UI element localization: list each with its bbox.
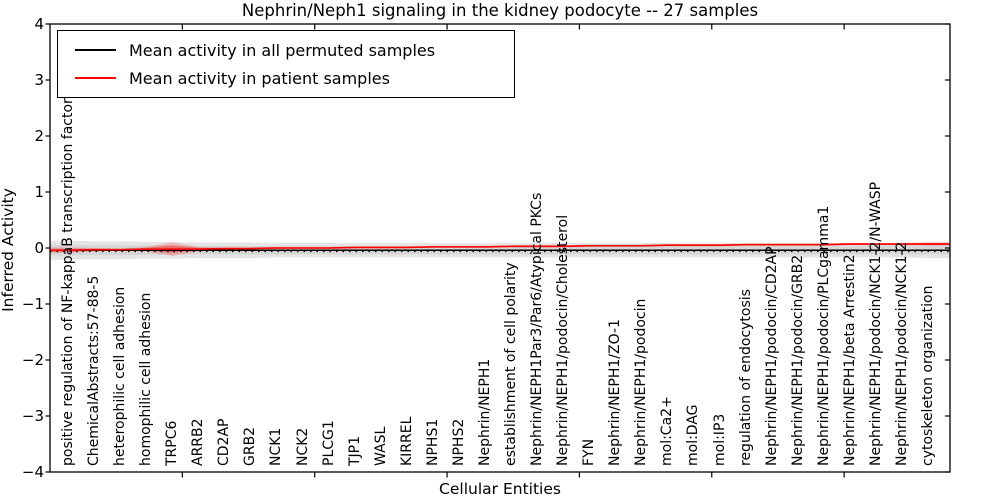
red-line-sample-icon xyxy=(75,77,116,79)
y-tick-label: 4 xyxy=(34,15,44,33)
x-category-label: Nephrin/NEPH1/ZO-1 xyxy=(607,319,624,466)
x-category-label: NCK2 xyxy=(294,427,311,466)
legend-item-patient: Mean activity in patient samples xyxy=(58,64,514,92)
x-category-label: Nephrin/NEPH1Par3/Par6/Atypical PKCs xyxy=(529,192,546,466)
x-category-label: Nephrin/NEPH1/podocin/NCK1-2/N-WASP xyxy=(867,181,884,466)
x-category-label: Nephrin/NEPH1/podocin xyxy=(633,298,650,466)
x-category-label: TRPC6 xyxy=(164,420,181,466)
x-category-label: regulation of endocytosis xyxy=(737,289,754,466)
x-category-label: mol:IP3 xyxy=(711,413,728,466)
x-category-label: WASL xyxy=(372,426,389,466)
x-category-label: heterophilic cell adhesion xyxy=(112,286,129,466)
x-category-label: mol:DAG xyxy=(685,404,702,466)
legend-label: Mean activity in all permuted samples xyxy=(129,40,436,60)
x-category-label: establishment of cell polarity xyxy=(503,262,520,466)
x-category-label: Nephrin/NEPH1/podocin/PLCgamma1 xyxy=(815,205,832,466)
x-category-label: NPHS2 xyxy=(450,418,467,466)
x-category-label: CD2AP xyxy=(216,418,233,466)
black-line-sample-icon xyxy=(75,49,116,51)
x-axis-label: Cellular Entities xyxy=(439,480,561,498)
x-category-label: positive regulation of NF-kappaB transcr… xyxy=(60,85,76,466)
legend: Mean activity in all permuted samples Me… xyxy=(57,30,515,98)
legend-label: Mean activity in patient samples xyxy=(129,68,390,88)
y-tick-label: −4 xyxy=(21,463,44,481)
x-category-label: ARRB2 xyxy=(190,418,207,466)
y-tick-label: 2 xyxy=(34,127,44,145)
y-tick-label: 3 xyxy=(34,71,44,89)
x-category-label: homophilic cell adhesion xyxy=(138,292,155,466)
x-category-label: NCK1 xyxy=(268,427,285,466)
x-category-label: TJP1 xyxy=(346,435,363,466)
x-category-label: KIRREL xyxy=(398,416,415,466)
x-category-label: Nephrin/NEPH1/podocin/CD2AP xyxy=(763,246,780,466)
x-category-label: Nephrin/NEPH1/beta Arrestin2 xyxy=(841,254,858,466)
x-category-label: FYN xyxy=(581,438,598,466)
legend-item-permuted: Mean activity in all permuted samples xyxy=(58,36,514,64)
x-category-label: PLCG1 xyxy=(320,420,337,466)
x-category-label: cytoskeleton organization xyxy=(920,285,936,466)
y-tick-label: 1 xyxy=(34,183,44,201)
y-tick-label: −1 xyxy=(21,295,44,313)
x-category-label: GRB2 xyxy=(242,426,259,466)
x-category-label: mol:Ca2+ xyxy=(659,396,676,466)
x-category-label: Nephrin/NEPH1/podocin/NCK1-2 xyxy=(893,241,910,466)
x-category-label: Nephrin/NEPH1/podocin/GRB2 xyxy=(789,254,806,466)
x-category-label: Nephrin/NEPH1/podocin/Cholesterol xyxy=(555,214,572,466)
x-category-label: ChemicalAbstracts:57-88-5 xyxy=(86,275,103,466)
y-axis-label: Inferred Activity xyxy=(0,188,17,312)
x-category-label: Nephrin/NEPH1 xyxy=(476,358,493,466)
x-category-label: NPHS1 xyxy=(424,418,441,466)
y-tick-label: −3 xyxy=(21,407,44,425)
chart-title: Nephrin/Neph1 signaling in the kidney po… xyxy=(241,1,759,20)
y-tick-label: 0 xyxy=(34,239,44,257)
y-tick-label: −2 xyxy=(21,351,44,369)
